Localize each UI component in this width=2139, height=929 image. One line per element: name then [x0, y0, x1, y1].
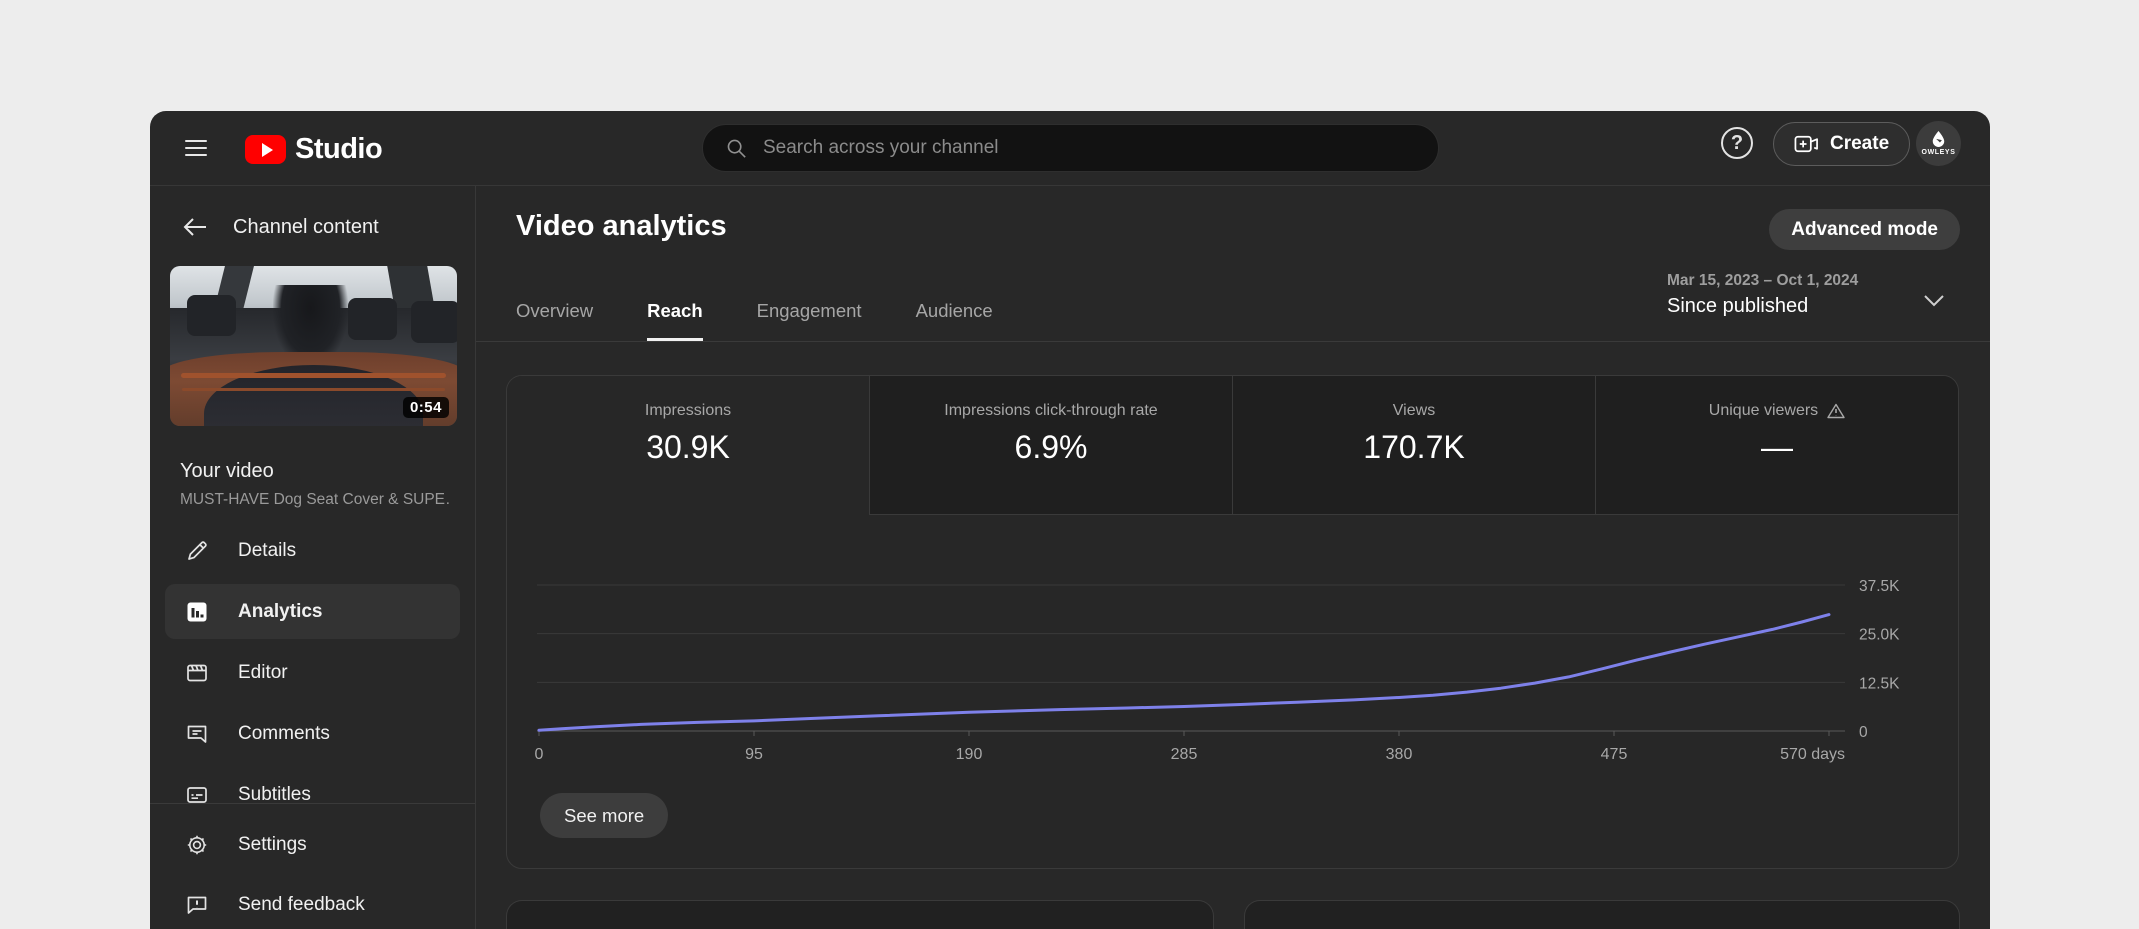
sidebar-bottom-section: Settings Send feedback [150, 803, 475, 929]
tab-engagement[interactable]: Engagement [756, 300, 862, 321]
create-label: Create [1830, 133, 1890, 154]
sidebar: Channel content 0:54 Your video MUST-HAV… [150, 186, 476, 929]
sidebar-item-editor[interactable]: Editor [150, 642, 475, 703]
metric-impressions-ctr[interactable]: Impressions click-through rate 6.9% [869, 376, 1232, 515]
y-tick-label: 0 [1859, 724, 1868, 741]
create-button[interactable]: Create [1773, 122, 1911, 166]
x-tick-label: 475 [1601, 746, 1628, 763]
metric-tabs: Impressions 30.9K Impressions click-thro… [507, 376, 1958, 515]
sidebar-section-title: Channel content [233, 215, 379, 238]
settings-icon [185, 833, 209, 857]
video-thumbnail[interactable]: 0:54 [170, 266, 457, 426]
chevron-down-icon [1923, 294, 1945, 307]
owleys-logo-icon [1932, 131, 1945, 147]
metric-label: Views [1392, 402, 1436, 419]
youtube-studio-window: Studio ? Create OWLEYS [150, 111, 1990, 929]
metric-value: 170.7K [1363, 429, 1465, 465]
date-range-picker[interactable]: Mar 15, 2023 – Oct 1, 2024 Since publish… [1667, 272, 1945, 318]
editor-icon [185, 661, 209, 685]
youtube-play-icon [245, 135, 286, 164]
y-tick-label: 25.0K [1859, 627, 1900, 644]
main-content: Video analytics Advanced mode Mar 15, 20… [476, 186, 1990, 929]
back-navigation[interactable]: Channel content [150, 209, 475, 245]
metric-unique-viewers[interactable]: Unique viewers — [1595, 376, 1958, 515]
tab-reach[interactable]: Reach [647, 300, 703, 341]
avatar-channel-name: OWLEYS [1921, 149, 1956, 156]
pencil-icon [185, 539, 209, 563]
sidebar-item-label: Comments [238, 722, 330, 744]
analytics-tabs: Overview Reach Engagement Audience [516, 300, 993, 341]
analytics-header: Video analytics Advanced mode Mar 15, 20… [476, 186, 1990, 342]
reach-chart: 37.5K 25.0K 12.5K 0 0 95 190 285 380 475 570 days [535, 578, 1901, 763]
subtitles-icon [185, 783, 209, 804]
sidebar-item-label: Subtitles [238, 783, 311, 804]
channel-avatar[interactable]: OWLEYS [1916, 121, 1961, 166]
sidebar-menu: Details Analytics [150, 520, 475, 803]
metric-value: 6.9% [1014, 429, 1088, 465]
metric-label: Impressions [644, 402, 732, 419]
metric-impressions[interactable]: Impressions 30.9K [507, 376, 869, 515]
sidebar-item-label: Analytics [238, 600, 323, 622]
sidebar-item-comments[interactable]: Comments [150, 703, 475, 764]
top-bar: Studio ? Create OWLEYS [150, 111, 1990, 186]
metric-label: Unique viewers [1708, 402, 1819, 419]
see-more-button[interactable]: See more [540, 793, 669, 838]
metric-value: — [1761, 429, 1793, 465]
page-title: Video analytics [516, 210, 727, 242]
analytics-icon [185, 600, 209, 624]
x-tick-label: 95 [745, 746, 763, 763]
search-input[interactable] [763, 137, 1428, 159]
metric-label: Impressions click-through rate [944, 402, 1158, 419]
sidebar-item-label: Editor [238, 661, 288, 683]
sidebar-item-send-feedback[interactable]: Send feedback [150, 875, 475, 929]
sidebar-item-analytics[interactable]: Analytics [150, 581, 475, 642]
x-tick-label: 570 days [1780, 746, 1845, 763]
sidebar-item-settings[interactable]: Settings [150, 815, 475, 875]
advanced-mode-button[interactable]: Advanced mode [1769, 209, 1960, 250]
brand-wordmark: Studio [295, 133, 383, 165]
bottom-card-right [1244, 900, 1960, 929]
back-arrow-icon[interactable] [182, 215, 208, 239]
feedback-icon [185, 893, 209, 917]
search-icon [727, 139, 746, 158]
y-tick-label: 12.5K [1859, 675, 1900, 692]
sidebar-item-label: Send feedback [238, 894, 365, 915]
sidebar-item-label: Settings [238, 834, 307, 855]
youtube-studio-logo[interactable]: Studio [245, 133, 383, 166]
sidebar-item-details[interactable]: Details [150, 520, 475, 581]
sidebar-item-subtitles[interactable]: Subtitles [150, 764, 475, 803]
hamburger-menu-icon[interactable] [185, 140, 207, 157]
x-tick-label: 380 [1386, 746, 1413, 763]
tab-overview[interactable]: Overview [516, 300, 594, 321]
metric-views[interactable]: Views 170.7K [1232, 376, 1595, 515]
metric-value: 30.9K [646, 429, 730, 465]
reach-chart-card: Impressions 30.9K Impressions click-thro… [506, 375, 1959, 869]
y-tick-label: 37.5K [1859, 578, 1900, 595]
date-range-text: Mar 15, 2023 – Oct 1, 2024 [1667, 272, 1859, 289]
date-mode-text: Since published [1667, 295, 1809, 317]
bottom-card-left [506, 900, 1214, 929]
sidebar-item-label: Details [238, 539, 297, 561]
x-tick-label: 0 [535, 746, 544, 763]
video-subtitle: MUST-HAVE Dog Seat Cover & SUPE… [180, 491, 450, 508]
impressions-line [537, 613, 1831, 732]
video-duration-badge: 0:54 [402, 397, 449, 418]
tab-audience[interactable]: Audience [915, 300, 993, 321]
video-title: Your video [180, 460, 274, 482]
warning-icon[interactable] [1827, 403, 1845, 419]
comments-icon [185, 722, 209, 746]
x-tick-label: 190 [956, 746, 983, 763]
create-video-icon [1794, 135, 1818, 153]
x-tick-label: 285 [1171, 746, 1198, 763]
channel-search-bar[interactable] [702, 124, 1439, 172]
help-icon[interactable]: ? [1721, 127, 1753, 159]
bottom-cards-row [506, 900, 1960, 929]
